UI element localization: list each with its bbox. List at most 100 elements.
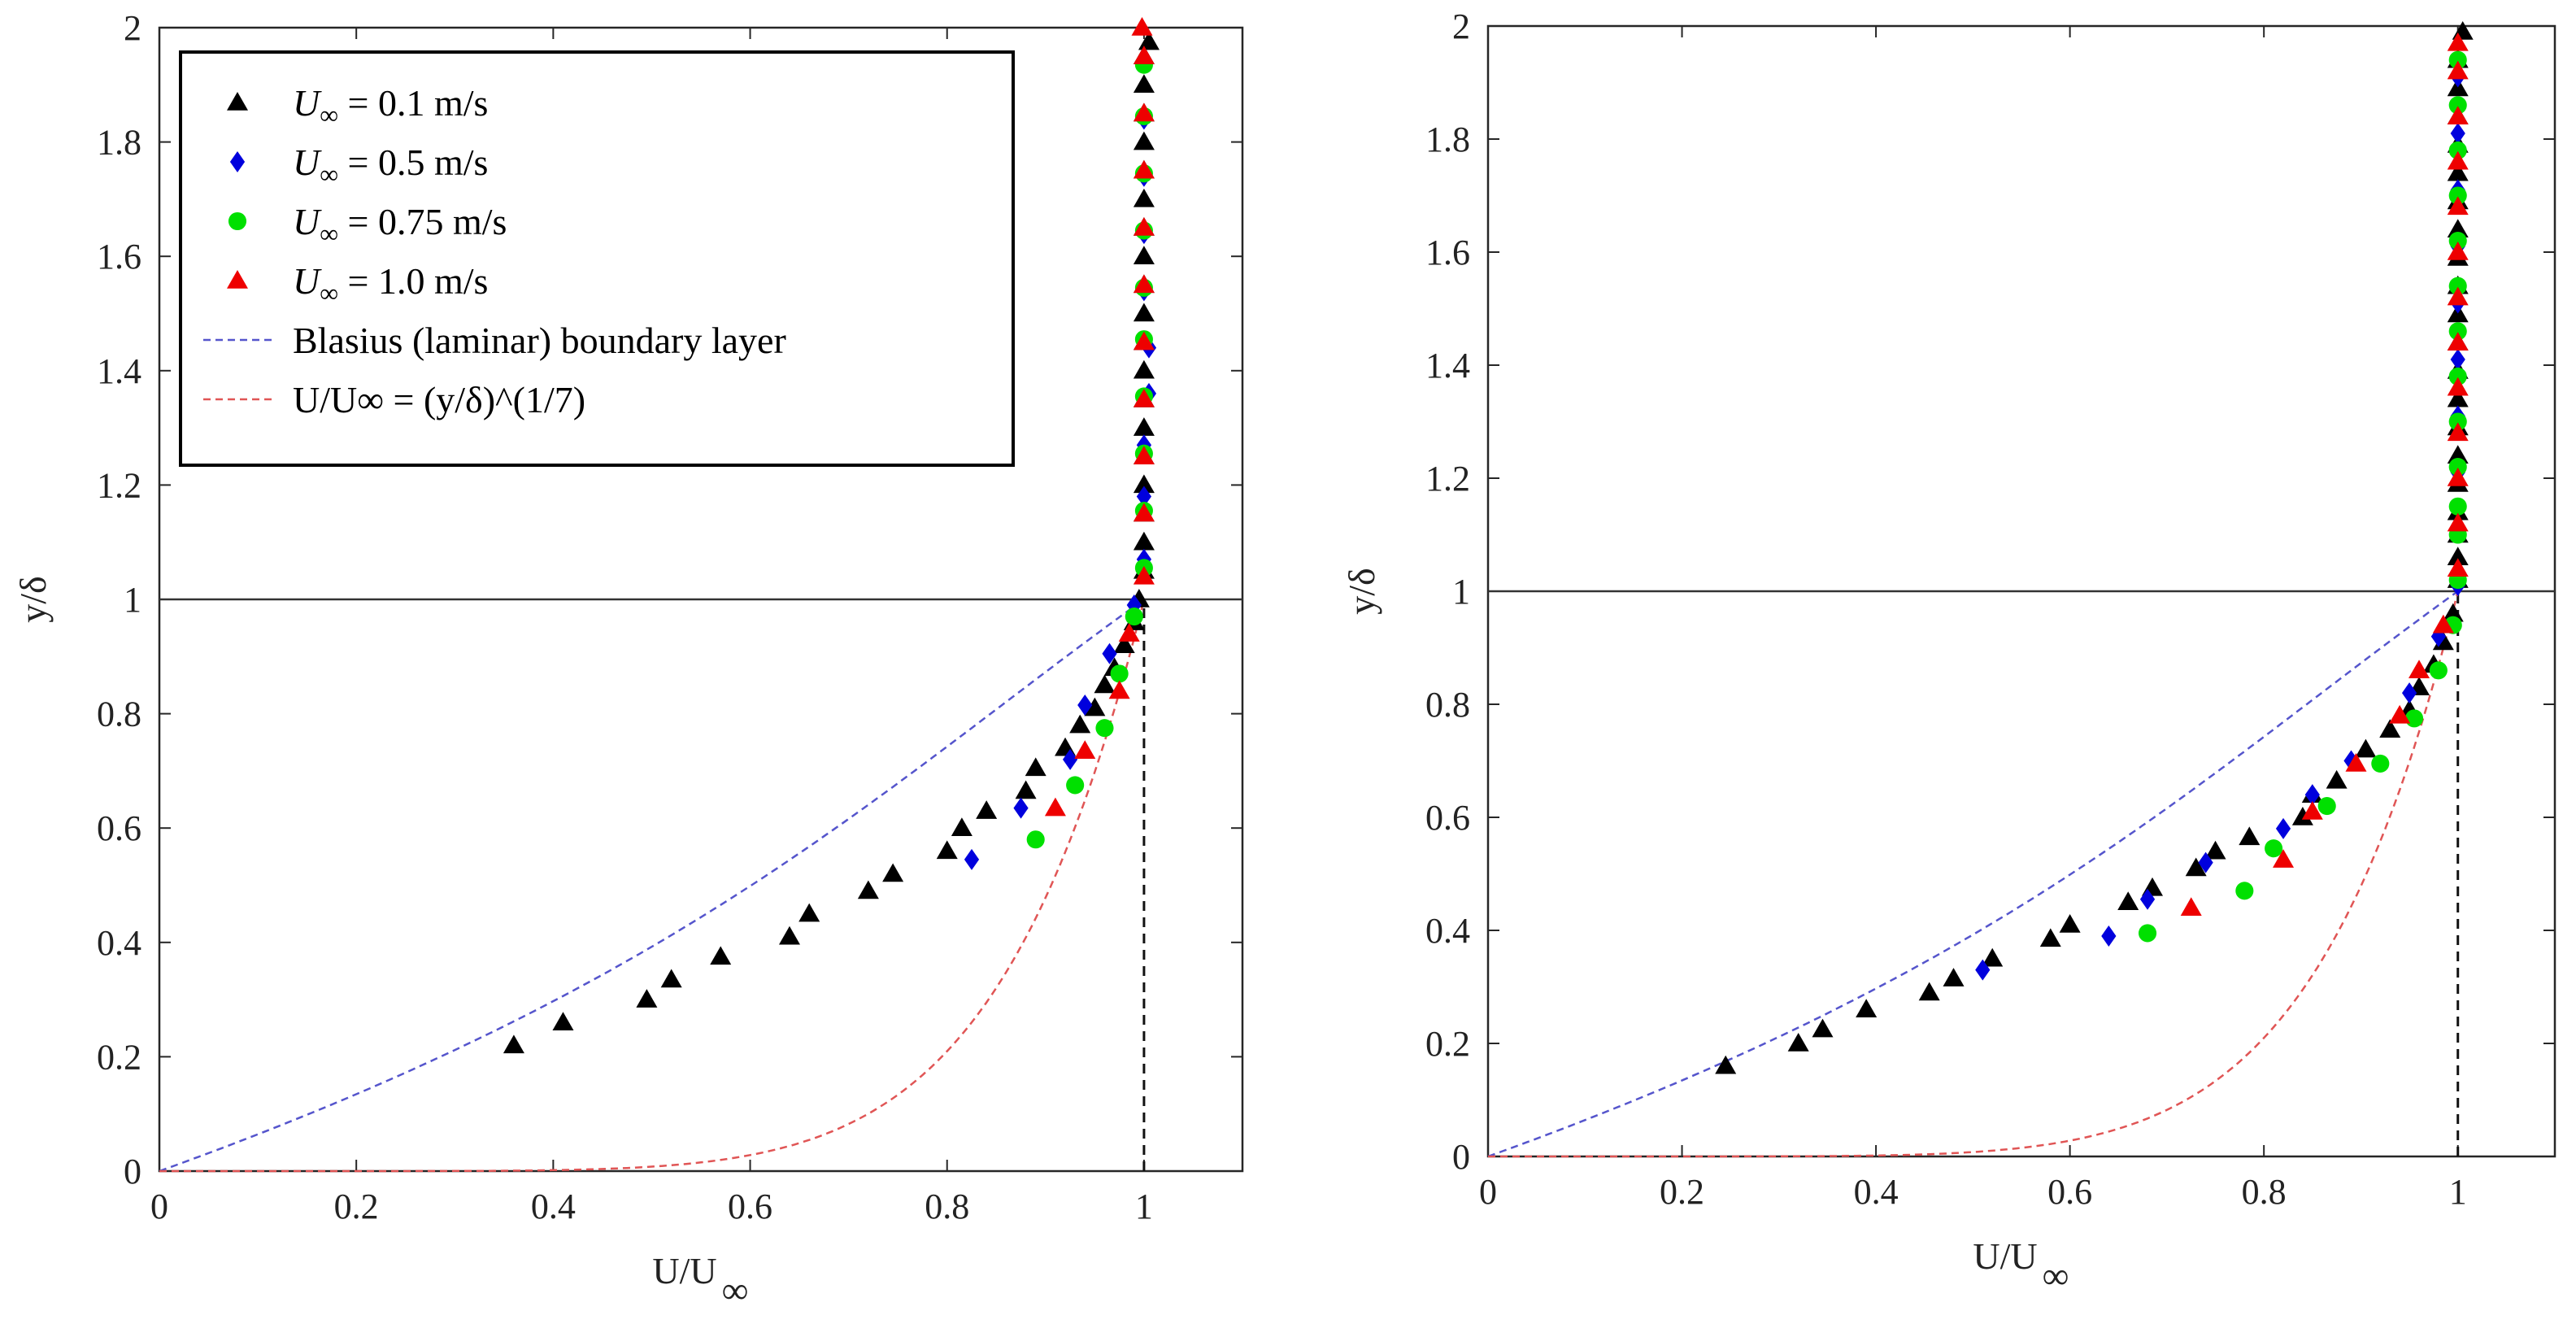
data-point — [2447, 445, 2469, 464]
data-point — [1138, 31, 1160, 50]
legend-entry: U/U∞ = (y/δ)^(1/7) — [203, 379, 585, 420]
data-point — [2301, 801, 2323, 820]
y-tick-label: 0.6 — [97, 808, 141, 848]
series-U-0.75-m-s — [2139, 50, 2467, 943]
data-point — [2405, 709, 2424, 728]
data-point — [710, 946, 732, 965]
legend-box — [179, 50, 1015, 467]
data-point — [1026, 830, 1045, 849]
data-point — [1108, 680, 1130, 699]
data-point — [2101, 925, 2117, 947]
data-point — [1133, 217, 1155, 236]
y-tick-label: 2 — [1452, 7, 1470, 46]
data-point — [1133, 474, 1155, 494]
data-point — [2379, 719, 2401, 738]
data-point — [1136, 486, 1152, 507]
series-U-1.0-m-s — [2180, 32, 2469, 916]
y-axis-label: y/δ — [1341, 568, 1382, 614]
data-point — [964, 848, 980, 870]
data-point — [1062, 748, 1078, 770]
legend-label: U∞ = 0.1 m/s — [293, 82, 488, 129]
y-tick-label: 0.8 — [1425, 685, 1470, 725]
data-point — [2326, 769, 2348, 789]
series-U-1.0-m-s — [1044, 17, 1155, 817]
y-tick-label: 1 — [124, 580, 141, 620]
legend-label: U/U∞ = (y/δ)^(1/7) — [293, 379, 585, 420]
legend-marker — [227, 92, 248, 111]
data-point — [2355, 738, 2377, 758]
legend-marker — [227, 270, 248, 289]
y-axis-label: y/δ — [12, 576, 54, 622]
data-point — [1131, 17, 1153, 36]
data-point — [2265, 839, 2283, 858]
y-tick-label: 2 — [124, 8, 141, 48]
data-point — [2304, 784, 2320, 806]
legend-entry: U∞ = 0.5 m/s — [229, 142, 488, 189]
data-point — [552, 1012, 574, 1030]
x-tick-label: 0.6 — [728, 1187, 772, 1226]
data-point — [882, 863, 904, 882]
data-point — [2447, 558, 2469, 577]
data-point — [1982, 947, 2004, 967]
y-tick-label: 1 — [1452, 572, 1470, 612]
blasius-curve — [159, 598, 1145, 1173]
data-point — [2139, 888, 2156, 910]
power-law-curve — [1488, 590, 2459, 1158]
data-point — [1133, 131, 1155, 150]
data-point — [1066, 776, 1085, 795]
data-point — [2139, 924, 2157, 943]
data-point — [2180, 897, 2202, 916]
data-point — [1077, 695, 1093, 716]
legend-label: U∞ = 1.0 m/s — [293, 260, 488, 307]
data-point — [2448, 96, 2467, 115]
data-point — [2275, 817, 2291, 839]
data-point — [1084, 697, 1106, 716]
y-tick-label: 1.2 — [1425, 459, 1470, 499]
data-point — [1044, 797, 1066, 817]
data-point — [1102, 642, 1117, 664]
data-point — [1812, 1018, 1834, 1038]
data-point — [1133, 503, 1155, 522]
y-tick-label: 0.4 — [97, 923, 141, 963]
data-point — [1133, 359, 1155, 379]
data-point — [1110, 664, 1129, 683]
data-point — [1074, 740, 1096, 760]
legend-entry: Blasius (laminar) boundary layer — [203, 320, 786, 361]
data-point — [976, 800, 998, 819]
data-point — [2447, 388, 2469, 407]
data-point — [1133, 46, 1155, 64]
data-point — [2447, 422, 2469, 442]
data-point — [2448, 50, 2467, 69]
data-point — [2447, 106, 2469, 124]
data-point — [660, 969, 682, 988]
x-tick-label: 0 — [1479, 1172, 1497, 1212]
data-point — [1069, 714, 1091, 734]
data-point — [2448, 497, 2467, 516]
data-point — [1975, 959, 1991, 981]
data-point — [2235, 882, 2254, 900]
legend: U∞ = 0.1 m/s U∞ = 0.5 m/s U∞ = 0.75 m/s U∞ … — [179, 50, 1015, 467]
data-point — [2447, 468, 2469, 486]
data-point — [2429, 661, 2448, 680]
y-tick-label: 1.6 — [1425, 233, 1470, 272]
x-tick-label: 0.8 — [2242, 1172, 2287, 1212]
legend-entry: U∞ = 1.0 m/s — [227, 260, 488, 307]
power-law-curve — [159, 599, 1146, 1173]
data-point — [2039, 928, 2061, 947]
data-point — [2198, 851, 2213, 873]
data-point — [2448, 322, 2467, 341]
y-tick-label: 1.4 — [1425, 346, 1470, 385]
data-point — [1013, 797, 1029, 819]
data-point — [2185, 857, 2207, 877]
data-point — [2448, 412, 2467, 431]
data-point — [2450, 123, 2465, 145]
data-point — [1133, 102, 1155, 122]
x-tick-label: 0.2 — [1660, 1172, 1704, 1212]
data-point — [636, 989, 658, 1008]
data-point — [1125, 608, 1143, 626]
x-axis-label: U/U — [1973, 1235, 2037, 1277]
y-tick-label: 0 — [124, 1152, 141, 1191]
data-point — [2447, 547, 2469, 566]
data-point — [1133, 388, 1155, 407]
